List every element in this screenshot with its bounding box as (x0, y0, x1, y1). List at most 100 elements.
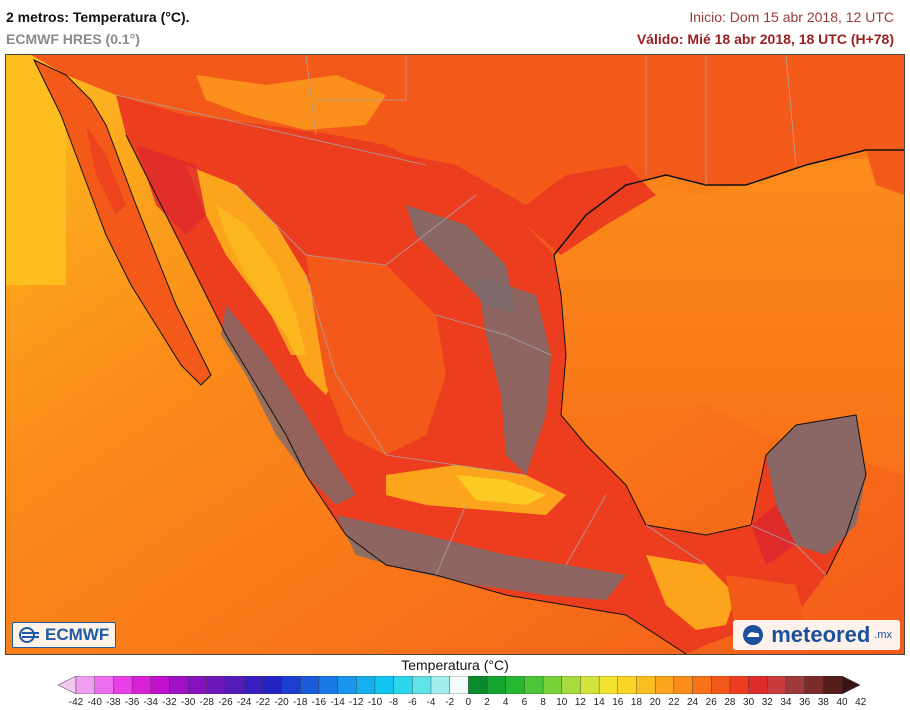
colorbar-min-triangle (58, 676, 77, 694)
colorbar-swatch (113, 676, 133, 694)
meteored-logo-text: meteored (771, 622, 871, 647)
colorbar-tick-label: 18 (630, 697, 643, 708)
colorbar-tick-label: -32 (162, 697, 177, 708)
colorbar-swatch (486, 676, 507, 694)
colorbar-tick-label: 8 (540, 697, 546, 708)
colorbar-swatch (729, 676, 750, 694)
east-coast-land (866, 150, 904, 195)
mexico-mainland (116, 95, 866, 654)
colorbar-tick-label: 30 (743, 697, 755, 708)
colorbar-swatch (598, 676, 619, 694)
colorbar-tick-label: 4 (502, 697, 509, 708)
model-label: ECMWF HRES (0.1°) (6, 31, 140, 47)
colorbar-tick-label: -34 (143, 697, 158, 708)
pacific-coastline (125, 134, 687, 654)
colorbar-swatch (374, 676, 395, 694)
colorbar-tick-label: 0 (465, 697, 472, 708)
colorbar-swatch (75, 676, 96, 694)
yucatan-peninsula (766, 415, 866, 555)
valid-time: Válido: Mié 18 abr 2018, 18 UTC (H+78) (636, 31, 894, 47)
colorbar-tick-label: 16 (612, 697, 624, 708)
colorbar-swatch (561, 676, 582, 694)
colorbar-swatch (299, 676, 320, 694)
colorbar-swatch (318, 676, 339, 694)
colorbar-swatch (542, 676, 563, 694)
colorbar-tick-label: -18 (292, 697, 308, 708)
legend-title: Temperatura (°C) (401, 657, 509, 673)
east-mexico-coastline (553, 254, 867, 576)
colorbar-swatch (262, 676, 283, 694)
colorbar-tick-label: 6 (521, 697, 528, 708)
colorbar-tick-label: -2 (445, 697, 455, 708)
colorbar-swatch (430, 676, 451, 694)
colorbar-tick-label: 12 (574, 697, 586, 708)
colorbar-tick-label: 42 (855, 697, 867, 708)
init-time: Inicio: Dom 15 abr 2018, 12 UTC (689, 9, 894, 25)
colorbar-swatch (468, 676, 488, 694)
state-borders (115, 55, 827, 576)
colorbar-tick-label: -10 (367, 697, 383, 708)
colorbar-swatch (150, 676, 171, 694)
colorbar-tick-label: 10 (556, 697, 568, 708)
colorbar-labels: -42 -40 -38 -36 -34 -32 -30 -28 -26 -24 -22 -20 -18-… (58, 697, 866, 710)
colorbar-tick-label: -14 (330, 697, 345, 708)
colorbar-tick-label: -22 (255, 697, 271, 708)
colorbar-swatch (94, 676, 115, 694)
colorbar-swatch (580, 676, 600, 694)
colorbar-swatch (449, 676, 470, 694)
meteored-logo: meteored .mx (733, 620, 900, 650)
colorbar-tick-label: -8 (389, 697, 399, 708)
tamaulipas-hot (476, 275, 551, 475)
temperature-map-canvas (6, 55, 904, 654)
colorbar-tick-label: -30 (180, 697, 196, 708)
colorbar-tick-label: 38 (817, 697, 829, 708)
baja-california (34, 60, 211, 385)
colorbar-tick-label: 26 (705, 697, 717, 708)
colorbar-tick-label: -24 (236, 697, 252, 708)
colorbar-tick-label: 40 (836, 697, 848, 708)
colorbar-swatch (169, 676, 189, 694)
colorbar-tick-label: -36 (124, 697, 140, 708)
ecmwf-logo-text: ECMWF (45, 625, 110, 644)
colorbar-tick-label: -16 (311, 697, 327, 708)
chiapas-highlands (646, 555, 736, 630)
temperature-map[interactable]: ECMWF meteored .mx (5, 54, 905, 655)
colorbar-swatch (505, 676, 526, 694)
colorbar-tick-label: 24 (686, 697, 699, 708)
colorbar-swatch (767, 676, 787, 694)
colorbar-swatch (206, 676, 227, 694)
colorbar-tick-label: 28 (724, 697, 736, 708)
central-plateau (306, 255, 446, 455)
colorbar-tick-label: -28 (199, 697, 214, 708)
south-hot (336, 515, 626, 600)
colorbar-swatch (393, 676, 413, 694)
baja-hot (86, 125, 126, 215)
gulf-of-mexico (554, 155, 904, 475)
colorbar-tick-label: 34 (780, 697, 792, 708)
colorbar-swatch (692, 676, 712, 694)
colorbar-swatch (673, 676, 694, 694)
colorbar-swatch (524, 676, 544, 694)
colorbar-tick-label: 14 (593, 697, 605, 708)
colorbar-tick-label: 32 (761, 697, 773, 708)
colorbar-tick-label: -26 (218, 697, 233, 708)
colorbar-tick-label: 2 (484, 697, 490, 708)
colorbar-swatch (804, 676, 825, 694)
map-title: 2 metros: Temperatura (°C). (6, 9, 190, 25)
temperature-colorbar (58, 676, 860, 694)
colorbar-tick-label: -20 (274, 697, 289, 708)
colorbar-max-triangle (841, 676, 860, 694)
colorbar-swatch (243, 676, 264, 694)
colorbar-swatch (225, 676, 245, 694)
colorbar-swatch (281, 676, 301, 694)
colorbar-tick-label: 20 (649, 697, 661, 708)
colorbar-tick-label: -12 (349, 697, 364, 708)
colorbar-swatch (711, 676, 731, 694)
meteored-icon (743, 625, 764, 645)
colorbar-swatch (748, 676, 768, 694)
colorbar-swatch (131, 676, 152, 694)
colorbar-swatch (636, 676, 656, 694)
colorbar-tick-label: 36 (799, 697, 811, 708)
colorbar-tick-label: 22 (668, 697, 680, 708)
colorbar-swatch (412, 676, 432, 694)
